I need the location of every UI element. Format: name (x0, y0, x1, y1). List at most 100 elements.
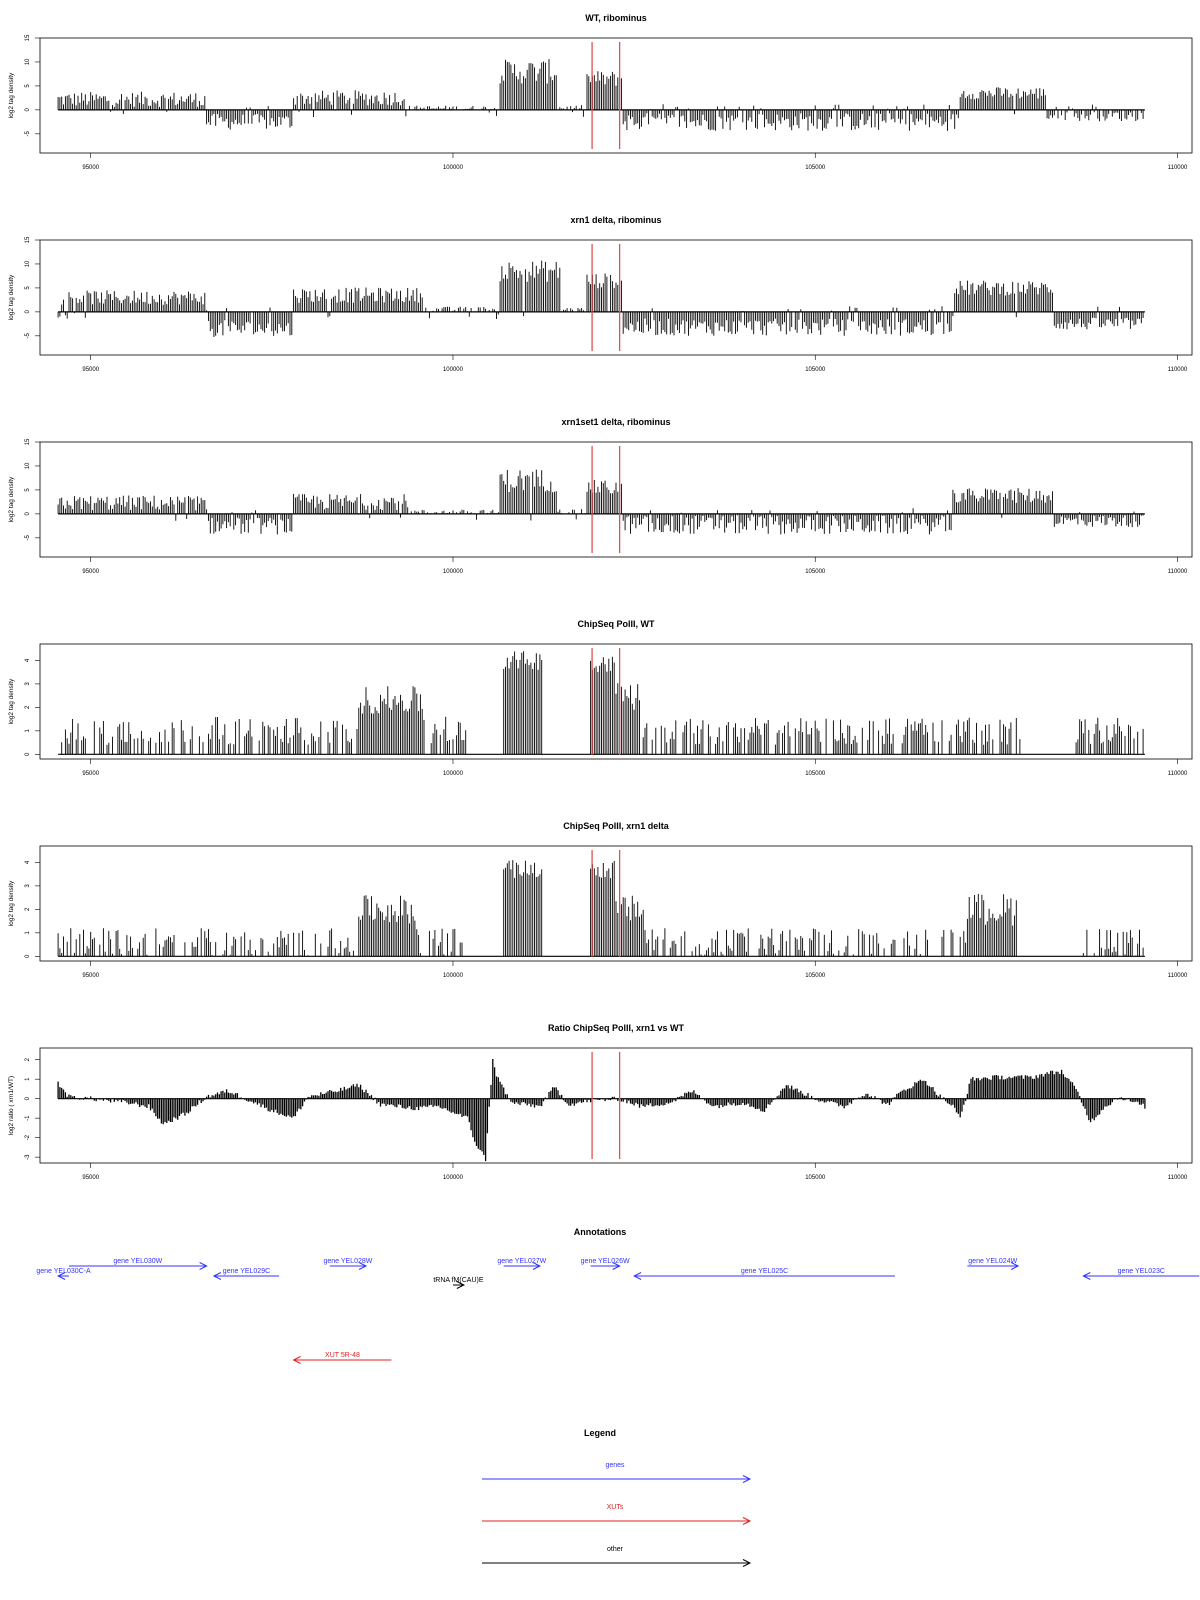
feature-label: gene YEL024W (968, 1258, 1017, 1265)
track-panel: xrn1 delta, ribominus -5 0 5 10 15 log2 tag de… (8, 215, 1193, 373)
track-panel: ChipSeq PolII, WT 0 1 2 3 4 log2 tag density 95… (8, 619, 1193, 777)
track-panel: WT, ribominus -5 0 5 10 15 log2 tag density 950… (8, 13, 1193, 171)
y-tick-label: 0 (25, 310, 31, 314)
y-tick-label: -5 (25, 131, 31, 137)
y-axis-label: log2 tag density (8, 72, 15, 118)
y-axis-label: log2 tag density (8, 678, 15, 724)
annotation-feature: tRNA fM(CAU)E (433, 1277, 484, 1289)
y-tick-label: 5 (25, 286, 31, 290)
y-tick-label: 3 (25, 682, 31, 686)
feature-label: gene YEL023C (1118, 1268, 1165, 1275)
x-tick-label: 100000 (443, 367, 464, 373)
x-tick-label: 100000 (443, 569, 464, 575)
x-tick-label: 100000 (443, 973, 464, 979)
y-tick-label: 0 (25, 1096, 31, 1100)
panel-title: Ratio ChipSeq PolII, xrn1 vs WT (548, 1023, 685, 1033)
series-bars (57, 260, 1144, 337)
x-tick-label: 105000 (805, 569, 826, 575)
y-tick-label: 1 (25, 1077, 31, 1081)
y-tick-label: 4 (25, 860, 31, 864)
y-tick-label: 1 (25, 931, 31, 935)
panel-title: xrn1 delta, ribominus (570, 215, 661, 225)
feature-label: XUT 5R-48 (325, 1352, 360, 1359)
legend-arrow-icon (742, 1475, 752, 1483)
x-tick-label: 100000 (443, 1175, 464, 1181)
legend-title: Legend (584, 1428, 616, 1438)
track-panel: ChipSeq PolII, xrn1 delta 0 1 2 3 4 log2 tag d… (8, 821, 1193, 979)
plot-frame (39, 845, 1193, 962)
panel-title: WT, ribominus (585, 13, 647, 23)
feature-label: gene YEL025C (741, 1268, 788, 1275)
plot-frame (39, 441, 1193, 558)
legend-arrow-icon (742, 1517, 752, 1525)
y-axis-label: log2 tag density (8, 476, 15, 522)
x-tick-label: 110000 (1168, 1175, 1188, 1181)
bar-series (57, 469, 1144, 535)
y-tick-label: 2 (25, 1057, 31, 1061)
bar-series (61, 651, 1144, 755)
track-panel: xrn1set1 delta, ribominus -5 0 5 10 15 log2 ta… (8, 417, 1193, 575)
legend-items: genes XUTs other (482, 1462, 752, 1567)
x-tick-label: 110000 (1168, 165, 1188, 171)
y-tick-label: -3 (25, 1154, 31, 1160)
annotation-feature: gene YEL029C (212, 1268, 280, 1280)
annotation-feature: gene YEL023C (1082, 1268, 1200, 1280)
y-tick-label: 1 (25, 729, 31, 733)
feature-arrow-icon (456, 1281, 465, 1289)
y-tick-label: -1 (25, 1115, 31, 1121)
x-tick-label: 95000 (82, 1175, 99, 1181)
annotation-feature: gene YEL030C-A (36, 1268, 91, 1280)
series-bars (57, 469, 1144, 535)
x-tick-label: 95000 (82, 569, 99, 575)
annotations-title: Annotations (574, 1227, 627, 1237)
x-tick-label: 95000 (82, 771, 99, 777)
feature-arrow-icon (1082, 1272, 1091, 1280)
x-tick-label: 110000 (1168, 367, 1188, 373)
feature-arrow-icon (532, 1262, 542, 1270)
feature-label: tRNA fM(CAU)E (433, 1277, 484, 1284)
bar-series (57, 260, 1144, 337)
y-tick-label: -5 (25, 535, 31, 541)
series-bars (61, 651, 1144, 755)
x-tick-label: 95000 (82, 367, 99, 373)
x-tick-label: 95000 (82, 165, 99, 171)
x-tick-label: 95000 (82, 973, 99, 979)
feature-arrow-icon (358, 1262, 368, 1270)
y-tick-label: 0 (25, 108, 31, 112)
y-tick-label: -2 (25, 1134, 31, 1140)
bar-series (57, 860, 1144, 957)
plot-frame (39, 37, 1193, 154)
legend-label: genes (605, 1462, 625, 1469)
feature-arrow-icon (199, 1262, 208, 1270)
annotation-feature: gene YEL027W (497, 1258, 547, 1270)
panel-title: ChipSeq PolII, WT (578, 619, 655, 629)
feature-label: gene YEL026W (581, 1258, 630, 1265)
legend-item: XUTs (482, 1504, 752, 1525)
x-tick-label: 105000 (805, 367, 826, 373)
feature-arrow-icon (612, 1262, 621, 1270)
y-axis-label: log2 ratio ( xrn1/WT) (8, 1076, 15, 1135)
y-tick-label: 5 (25, 488, 31, 492)
y-tick-label: 2 (25, 705, 31, 709)
ratio-series (57, 1059, 1146, 1162)
y-tick-label: 15 (25, 438, 31, 445)
panel-title: ChipSeq PolII, xrn1 delta (563, 821, 670, 831)
x-tick-label: 110000 (1168, 771, 1188, 777)
y-tick-label: 5 (25, 84, 31, 88)
feature-arrow-icon (632, 1272, 642, 1280)
y-tick-label: 10 (25, 260, 31, 267)
x-tick-label: 110000 (1168, 569, 1188, 575)
y-tick-label: 15 (25, 34, 31, 41)
y-tick-label: 15 (25, 236, 31, 243)
x-tick-label: 105000 (805, 1175, 826, 1181)
y-tick-label: 4 (25, 658, 31, 662)
panel-title: xrn1set1 delta, ribominus (561, 417, 670, 427)
feature-label: gene YEL029C (223, 1268, 270, 1275)
annotation-feature: gene YEL026W (581, 1258, 630, 1270)
legend-panel: Legend genes XUTs other (482, 1428, 752, 1567)
x-tick-label: 100000 (443, 165, 464, 171)
plot-frame (39, 239, 1193, 356)
x-tick-label: 105000 (805, 165, 826, 171)
